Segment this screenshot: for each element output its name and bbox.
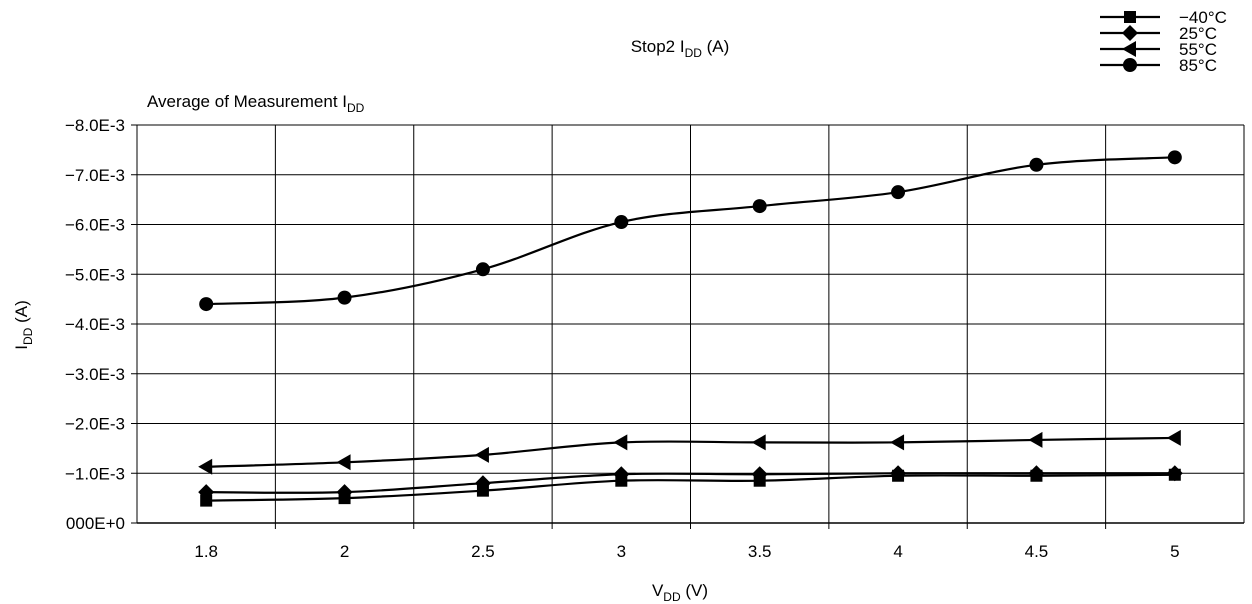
- data-point: [1166, 465, 1183, 482]
- data-point: [1028, 465, 1045, 482]
- data-point: [613, 434, 628, 451]
- data-point: [1029, 157, 1044, 172]
- legend-marker: [1122, 41, 1136, 57]
- data-point: [198, 484, 215, 501]
- chart-subtitle: Average of Measurement IDD: [147, 92, 365, 115]
- data-point: [891, 185, 906, 200]
- data-point: [613, 466, 630, 483]
- y-tick-label: −3.0E-3: [65, 365, 125, 384]
- legend-label: 85°C: [1179, 56, 1217, 75]
- legend-label: 25°C: [1179, 24, 1217, 43]
- y-tick-label: −8.0E-3: [65, 116, 125, 135]
- legend: −40°C25°C55°C85°C: [1100, 8, 1227, 75]
- data-point: [614, 215, 629, 230]
- legend-marker: [1123, 58, 1137, 72]
- y-tick-label: −6.0E-3: [65, 216, 125, 235]
- data-point: [751, 434, 766, 451]
- x-tick-label: 2.5: [471, 542, 495, 561]
- x-tick-label: 4: [893, 542, 902, 561]
- y-tick-label: −1.0E-3: [65, 464, 125, 483]
- data-point: [1167, 150, 1182, 165]
- y-tick-label: −5.0E-3: [65, 265, 125, 284]
- x-tick-label: 5: [1170, 542, 1179, 561]
- data-point: [475, 262, 490, 277]
- data-point: [751, 466, 768, 483]
- axes: 000E+0 −1.0E-3 −2.0E-3 −3.0E-3 −4.0E-3 −5.0E-…: [65, 116, 1245, 561]
- data-point: [198, 458, 213, 475]
- series-group: [198, 150, 1183, 507]
- data-point: [337, 290, 352, 305]
- x-tick-label: 3.5: [748, 542, 772, 561]
- x-tick-label: 3: [617, 542, 626, 561]
- data-point: [890, 465, 907, 482]
- legend-item: 55°C: [1100, 40, 1217, 59]
- data-point: [474, 446, 489, 463]
- legend-marker: [1124, 11, 1136, 23]
- series-2: [198, 465, 1183, 501]
- chart-title: Stop2 IDD (A): [631, 37, 730, 60]
- x-tick-label: 1.8: [194, 542, 218, 561]
- legend-item: 25°C: [1100, 24, 1217, 43]
- legend-label: 55°C: [1179, 40, 1217, 59]
- data-point: [474, 475, 491, 492]
- data-point: [200, 494, 213, 507]
- series-line: [206, 156, 1175, 306]
- y-tick-label: 000E+0: [66, 514, 125, 533]
- series-line: [206, 436, 1175, 468]
- legend-item: 85°C: [1100, 56, 1217, 75]
- y-tick-label: −2.0E-3: [65, 415, 125, 434]
- data-point: [1166, 429, 1181, 446]
- x-tick-label: 2: [340, 542, 349, 561]
- y-tick-label: −4.0E-3: [65, 315, 125, 334]
- grid: [137, 124, 1244, 523]
- series-line: [206, 473, 1175, 502]
- data-point: [199, 297, 214, 312]
- series-4: [199, 150, 1182, 312]
- series-line: [206, 472, 1175, 494]
- data-point: [336, 454, 351, 471]
- legend-marker: [1122, 25, 1138, 41]
- y-tick-label: −7.0E-3: [65, 166, 125, 185]
- data-point: [1028, 431, 1043, 448]
- x-axis-label: VDD (V): [652, 581, 708, 604]
- y-axis-label: IDD (A): [12, 300, 35, 349]
- series-3: [198, 429, 1181, 475]
- x-tick-label: 4.5: [1025, 542, 1049, 561]
- data-point: [890, 434, 905, 451]
- data-point: [336, 484, 353, 501]
- legend-label: −40°C: [1179, 8, 1227, 27]
- legend-item: −40°C: [1100, 8, 1227, 27]
- data-point: [752, 199, 767, 214]
